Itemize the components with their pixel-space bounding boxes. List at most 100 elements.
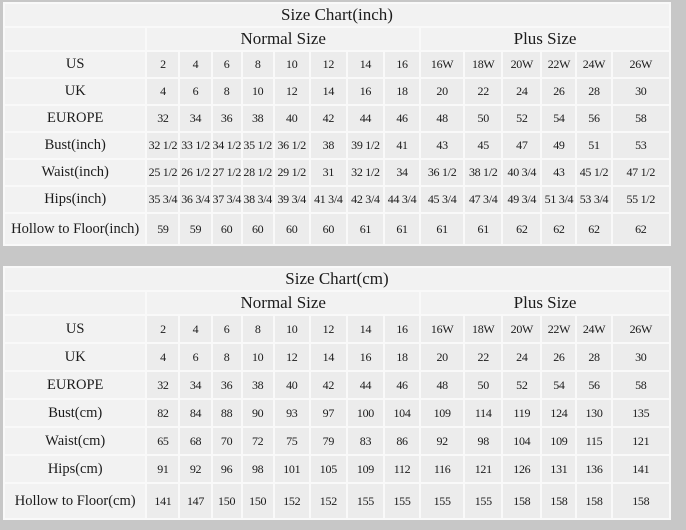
table-row: Waist(inch) 25 1/2 26 1/2 27 1/2 28 1/2 29 1/… <box>5 160 669 185</box>
table-cell: 136 <box>577 456 611 482</box>
table-cell: 124 <box>542 400 576 426</box>
table-cell: 93 <box>274 400 309 426</box>
table-cell: 20W <box>503 316 541 342</box>
table-cell: 6 <box>212 316 241 342</box>
table-cell: 26 <box>542 79 576 104</box>
table-cell: 100 <box>347 400 383 426</box>
group-header-row: Normal Size Plus Size <box>5 292 669 314</box>
table-cell: 60 <box>242 214 273 244</box>
table-cell: 61 <box>421 214 464 244</box>
table-cell: 6 <box>180 344 211 370</box>
table-cell: 109 <box>347 456 383 482</box>
table-cell: 45 1/2 <box>577 160 611 185</box>
row-label: Hips(inch) <box>5 187 146 212</box>
table-cell: 6 <box>180 79 211 104</box>
table-row: Waist(cm) 65 68 70 72 75 79 83 86 92 98 104 109 115 12… <box>5 428 669 454</box>
table-cell: 26W <box>612 52 669 77</box>
table-cell: 42 3/4 <box>347 187 383 212</box>
table-row: EUROPE 32 34 36 38 40 42 44 46 48 50 52 54 56 58 <box>5 372 669 398</box>
table-cell: 12 <box>274 79 309 104</box>
table-cell: 51 <box>577 133 611 158</box>
group-header-plus-size: Plus Size <box>421 28 669 50</box>
row-label: Hips(cm) <box>5 456 146 482</box>
table-cell: 50 <box>465 372 502 398</box>
table-cell: 79 <box>310 428 346 454</box>
table-cell: 92 <box>421 428 464 454</box>
table-cell: 36 <box>212 106 241 131</box>
table-cell: 109 <box>421 400 464 426</box>
table-cell: 141 <box>612 456 669 482</box>
table-cell: 96 <box>212 456 241 482</box>
table-cell: 46 <box>385 372 420 398</box>
table-cell: 97 <box>310 400 346 426</box>
table-cell: 98 <box>242 456 273 482</box>
table-cell: 60 <box>274 214 309 244</box>
table-row: Hips(inch) 35 3/4 36 3/4 37 3/4 38 3/4 39 3/4… <box>5 187 669 212</box>
table-row: Hips(cm) 91 92 96 98 101 105 109 112 116 121 126 131… <box>5 456 669 482</box>
table-cell: 10 <box>274 316 309 342</box>
table-row: US 2 4 6 8 10 12 14 16 16W 18W 20W 22W 24W 26W <box>5 52 669 77</box>
table-row: EUROPE 32 34 36 38 40 42 44 46 48 50 52 54 56 58 <box>5 106 669 131</box>
table-cell: 40 <box>274 372 309 398</box>
table-cell: 109 <box>542 428 576 454</box>
table-cell: 72 <box>242 428 273 454</box>
table-cell: 152 <box>310 484 346 518</box>
table-cell: 38 <box>310 133 346 158</box>
row-label: Hollow to Floor(cm) <box>5 484 146 518</box>
table-row: UK 4 6 8 10 12 14 16 18 20 22 24 26 28 30 <box>5 79 669 104</box>
table-cell: 8 <box>242 52 273 77</box>
table-cell: 14 <box>347 316 383 342</box>
table-cell: 158 <box>612 484 669 518</box>
table-cell: 36 <box>212 372 241 398</box>
table-cell: 34 <box>384 160 420 185</box>
table-cell: 12 <box>274 344 309 370</box>
table-cell: 47 1/2 <box>612 160 669 185</box>
table-cell: 36 3/4 <box>180 187 211 212</box>
table-cell: 50 <box>465 106 502 131</box>
table-cell: 112 <box>385 456 420 482</box>
table-cell: 98 <box>465 428 502 454</box>
table-cell: 14 <box>347 52 383 77</box>
table-cell: 10 <box>274 52 309 77</box>
table-cell: 46 <box>384 106 420 131</box>
table-cell: 45 <box>465 133 502 158</box>
table-cell: 22W <box>542 52 576 77</box>
table-cell: 16 <box>347 344 383 370</box>
table-cell: 43 <box>421 133 464 158</box>
title-row: Size Chart(inch) <box>5 4 669 26</box>
row-label: US <box>5 52 146 77</box>
table-cell: 101 <box>274 456 309 482</box>
table-cell: 150 <box>242 484 273 518</box>
table-cell: 24W <box>577 316 611 342</box>
table-cell: 42 <box>310 372 346 398</box>
table-cell: 59 <box>180 214 211 244</box>
table-cell: 22W <box>542 316 576 342</box>
table-cell: 2 <box>147 52 179 77</box>
table-cell: 28 <box>577 344 611 370</box>
table-cell: 47 3/4 <box>465 187 502 212</box>
table-cell: 24 <box>503 344 541 370</box>
table-cell: 30 <box>612 79 669 104</box>
table-cell: 20 <box>421 344 464 370</box>
table-row: Bust(inch) 32 1/2 33 1/2 34 1/2 35 1/2 36 1/2… <box>5 133 669 158</box>
table-cell: 155 <box>465 484 502 518</box>
table-cell: 4 <box>147 344 179 370</box>
table-cell: 35 3/4 <box>147 187 179 212</box>
table-title: Size Chart(inch) <box>5 4 669 26</box>
table-cell: 75 <box>274 428 309 454</box>
table-cell: 12 <box>310 52 346 77</box>
table-cell: 28 1/2 <box>242 160 273 185</box>
table-cell: 18 <box>385 344 420 370</box>
table-cell: 49 <box>542 133 576 158</box>
table-cell: 55 1/2 <box>612 187 669 212</box>
table-cell: 126 <box>503 456 541 482</box>
table-cell: 155 <box>385 484 420 518</box>
table-cell: 60 <box>310 214 346 244</box>
table-cell: 61 <box>347 214 383 244</box>
table-cell: 131 <box>542 456 576 482</box>
table-cell: 158 <box>542 484 576 518</box>
table-cell: 38 1/2 <box>465 160 502 185</box>
table-cell: 158 <box>577 484 611 518</box>
table-cell: 60 <box>212 214 241 244</box>
group-header-normal-size: Normal Size <box>147 292 420 314</box>
